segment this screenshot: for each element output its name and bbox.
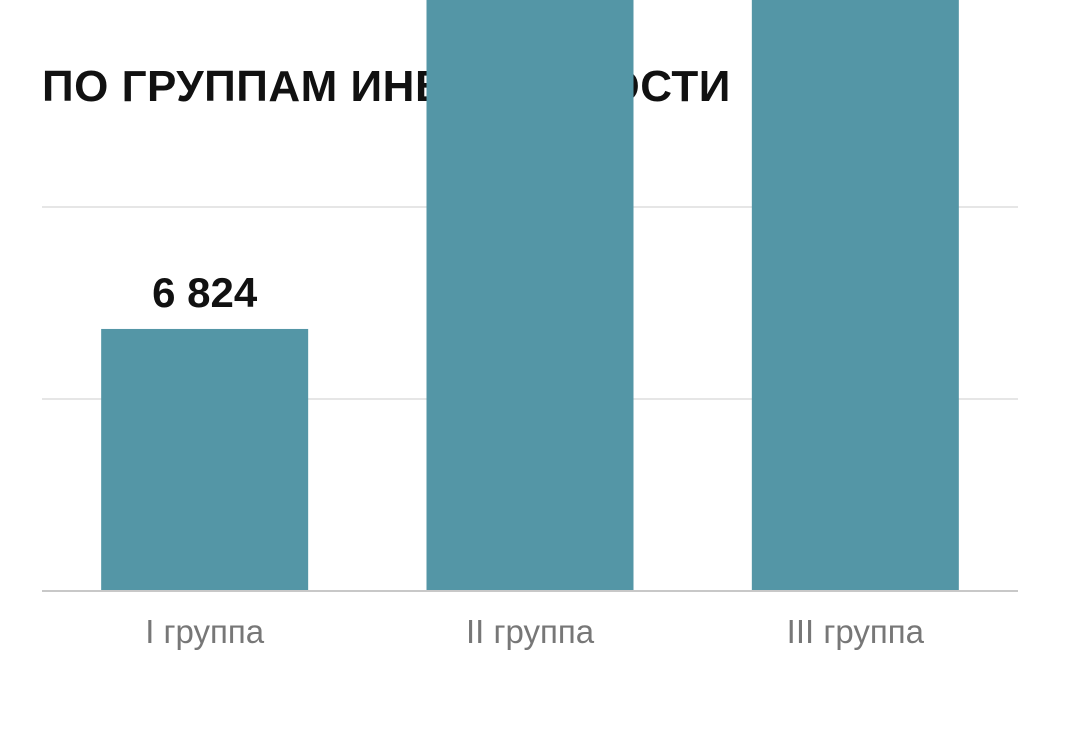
- x-tick-label: II группа: [466, 613, 595, 650]
- x-tick-labels: I группа II группа III группа: [145, 613, 924, 650]
- x-tick-label: I группа: [145, 613, 265, 650]
- value-labels: 6 82416 55418 383: [152, 269, 258, 316]
- x-tick-label: III группа: [787, 613, 925, 650]
- bar-value-label: 6 824: [152, 269, 258, 316]
- bar: [101, 328, 309, 591]
- bar: [426, 0, 634, 591]
- bar: [751, 0, 959, 592]
- bars: [101, 0, 959, 592]
